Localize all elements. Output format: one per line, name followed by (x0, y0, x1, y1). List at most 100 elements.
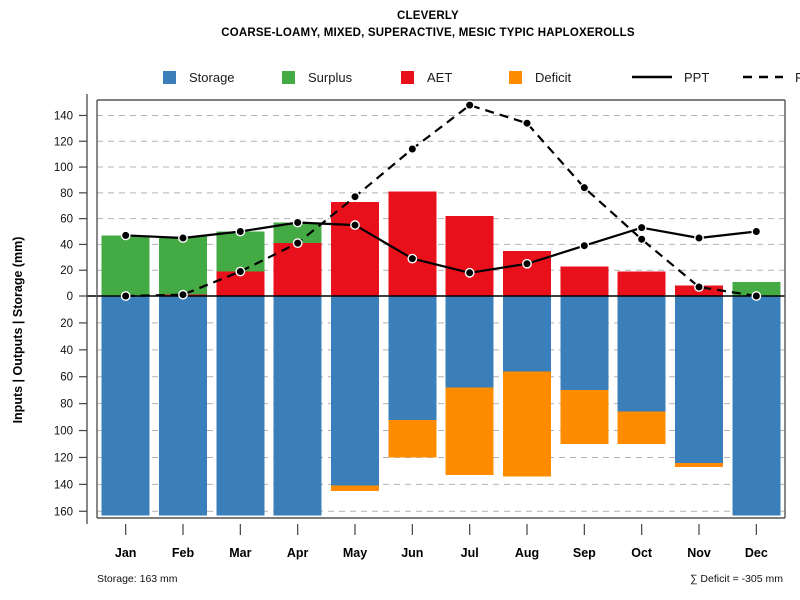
axes: 0 20 40 60 80 100 120 140 20 40 60 80 100 120 140 160 (54, 94, 786, 524)
ppt-line-point (178, 233, 188, 243)
y-tick-label: 140 (54, 479, 73, 491)
bar-storage (445, 296, 494, 388)
legend-label-pet: PET (795, 70, 800, 85)
pet-line-point (120, 291, 131, 301)
bar-aet (330, 201, 380, 296)
bar-surplus (273, 222, 322, 244)
y-tick-label: 60 (60, 372, 73, 384)
bar-storage (216, 296, 265, 516)
legend-label-ppt: PPT (684, 70, 709, 85)
month-label-oct: Oct (631, 546, 653, 560)
bar-aet (445, 216, 494, 296)
y-tick-label: 80 (60, 399, 73, 411)
bar-storage (502, 296, 552, 372)
y-tick-label: 0 (67, 291, 73, 303)
bar-surplus (732, 281, 781, 296)
footnote-deficit: ∑ Deficit = -305 mm (690, 573, 783, 585)
x-axis-labels: Jan Feb Mar Apr May Jun Jul Aug Sep Oct Nov Dec (115, 524, 768, 560)
y-tick-label: 160 (54, 506, 73, 518)
month-label-jun: Jun (401, 546, 423, 560)
pet-line-point (178, 289, 188, 300)
month-label-apr: Apr (287, 546, 309, 560)
legend-swatch-storage (163, 71, 176, 84)
bar-storage (330, 296, 380, 486)
pet-line-point (464, 100, 475, 111)
pet-line-point (751, 291, 762, 301)
ppt-line-point (464, 267, 475, 278)
y-tick-label: 20 (60, 318, 73, 330)
bar-deficit (674, 462, 724, 467)
bar-surplus (101, 235, 150, 296)
legend-swatch-aet (401, 71, 414, 84)
ppt-line-point (522, 258, 532, 269)
month-label-sep: Sep (573, 546, 596, 560)
month-label-nov: Nov (687, 546, 711, 560)
y-tick-label: 80 (60, 188, 73, 200)
month-label-feb: Feb (172, 546, 195, 560)
legend-swatch-surplus (282, 71, 295, 84)
bar-storage (674, 296, 724, 463)
chart-title-line1: CLEVERLY (397, 10, 459, 22)
bar-deficit (388, 419, 437, 458)
ppt-line (124, 221, 758, 274)
ppt-line-point (751, 226, 762, 237)
ppt-line-point (292, 217, 303, 228)
ppt-line-point (636, 222, 647, 233)
bar-aet (273, 243, 322, 296)
pet-line (125, 104, 757, 298)
bar-storage (617, 296, 666, 412)
bar-storage (101, 296, 150, 516)
month-label-jan: Jan (115, 546, 137, 560)
ppt-line-point (120, 230, 131, 241)
legend-label-deficit: Deficit (535, 70, 572, 85)
bar-surplus (158, 236, 208, 295)
legend-label-surplus: Surplus (308, 70, 353, 85)
month-label-mar: Mar (229, 546, 251, 560)
bar-aet (560, 266, 609, 296)
bar-deficit (560, 390, 609, 444)
bar-storage (388, 296, 437, 420)
bar-storage (158, 296, 208, 516)
gridlines (97, 114, 785, 512)
y-tick-label: 140 (54, 110, 73, 122)
y-axis-title: Inputs | Outputs | Storage (mm) (11, 237, 25, 424)
ppt-line-point (694, 233, 704, 243)
legend-label-aet: AET (427, 70, 452, 85)
legend-swatch-deficit (509, 71, 522, 84)
y-tick-label: 40 (60, 239, 73, 251)
bar-storage (273, 296, 322, 516)
bar-aet (617, 271, 666, 296)
chart-legend: Storage Surplus AET Deficit PPT PET (163, 70, 800, 85)
y-tick-label: 120 (54, 452, 73, 464)
bar-storage (732, 296, 781, 516)
bar-deficit (502, 371, 552, 477)
bar-deficit (617, 411, 666, 444)
month-label-may: May (343, 546, 367, 560)
pet-line-point (636, 234, 647, 245)
y-tick-label: 40 (60, 345, 73, 357)
bar-storage (560, 296, 609, 391)
pet-line-point (235, 266, 246, 277)
bar-deficit (330, 485, 380, 492)
y-tick-label: 60 (60, 214, 73, 226)
pet-line-point (407, 144, 418, 154)
y-tick-label: 100 (54, 426, 73, 438)
y-tick-label: 100 (54, 162, 73, 174)
bars-layer (101, 191, 781, 516)
ppt-line-point (579, 240, 590, 251)
lines-layer (120, 100, 762, 301)
chart-title-line2: COARSE-LOAMY, MIXED, SUPERACTIVE, MESIC … (221, 27, 635, 39)
pet-line-point (694, 282, 704, 292)
ppt-line-point (407, 253, 418, 264)
footnote-storage: Storage: 163 mm (97, 573, 178, 585)
month-label-dec: Dec (745, 546, 768, 560)
bar-deficit (445, 387, 494, 475)
month-label-aug: Aug (515, 546, 539, 560)
pet-line-point (579, 182, 590, 193)
y-tick-label: 20 (60, 265, 73, 277)
bar-surplus (216, 231, 265, 272)
ppt-line-point (235, 226, 246, 237)
pet-line-point (292, 238, 303, 249)
legend-label-storage: Storage (189, 70, 235, 85)
